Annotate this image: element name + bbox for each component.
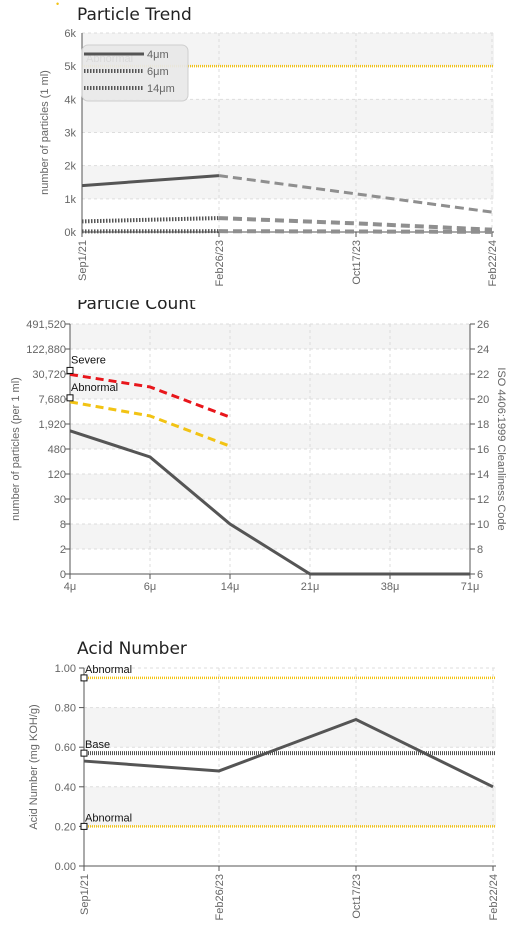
y-tick-label: 1k — [64, 194, 76, 206]
y-right-tick-label: 10 — [477, 519, 489, 531]
legend-label: 6μm — [147, 66, 169, 78]
grid-band — [84, 786, 496, 827]
y-right-tick-label: 22 — [477, 369, 489, 381]
legend-label: 4μm — [147, 49, 169, 61]
y-tick-label: 3k — [64, 128, 76, 140]
y-tick-label: 0k — [64, 227, 76, 239]
x-tick-label: Feb26/23 — [214, 874, 226, 920]
y-tick-label: 0.00 — [55, 861, 76, 873]
y-tick-label: 0.20 — [55, 821, 76, 833]
y-tick-label: 1,920 — [38, 419, 66, 431]
y-right-tick-label: 26 — [477, 319, 489, 331]
y-right-tick-label: 12 — [477, 494, 489, 506]
x-tick-label: Sep1/21 — [77, 240, 89, 281]
y-tick-label: 0.40 — [55, 782, 76, 794]
grid-band — [70, 524, 470, 549]
particle-count-chart: 0 6 2 8 8 10 30 12 120 14 480 16 1,920 18 7,680 20 30,72… — [10, 300, 506, 593]
annotation-label: Abnormal — [71, 382, 118, 394]
legend-label: 14μm — [147, 83, 175, 95]
annotation-label: Severe — [71, 354, 106, 366]
y-right-tick-label: 8 — [477, 544, 483, 556]
y-tick-label: 4k — [64, 94, 76, 106]
annotation-label: Base — [85, 739, 110, 751]
forecast-line-14um — [218, 229, 493, 234]
forecast-line-4um — [218, 174, 493, 214]
y-tick-label: 0 — [60, 569, 66, 581]
y-tick-label: 122,880 — [26, 344, 66, 356]
marker-dot: • — [56, 0, 59, 9]
x-tick-label: 14μ — [221, 581, 240, 593]
x-tick-label: Feb26/23 — [214, 240, 226, 286]
y-tick-label: 0.80 — [55, 703, 76, 715]
y-tick-label: 8 — [60, 519, 66, 531]
limit-marker — [80, 822, 88, 830]
series-line-abnormal — [69, 400, 231, 448]
grid-band — [70, 424, 470, 449]
y-right-tick-label: 18 — [477, 419, 489, 431]
chart-title: Particle Count — [77, 300, 196, 314]
series-line-sample — [69, 429, 470, 576]
limit-marker — [66, 366, 74, 374]
y-right-tick-label: 20 — [477, 394, 489, 406]
series-line-acid-number — [83, 717, 494, 789]
grid-band — [70, 374, 470, 399]
x-tick-label: 71μ — [461, 581, 480, 593]
y-tick-label: 491,520 — [26, 319, 66, 331]
chart-title: Acid Number — [77, 639, 187, 659]
y-tick-label: 5k — [64, 61, 76, 73]
x-tick-label: Oct17/23 — [351, 240, 363, 285]
y-tick-label: 7,680 — [38, 394, 66, 406]
y-tick-label: 1.00 — [55, 663, 76, 675]
y-tick-label: 2k — [64, 161, 76, 173]
series-line-4um — [81, 174, 220, 188]
y-right-tick-label: 14 — [477, 469, 489, 481]
forecast-line-6um — [218, 216, 493, 232]
x-tick-label: Feb22/24 — [487, 240, 499, 286]
y-tick-label: 30 — [54, 494, 66, 506]
annotation-label: Abnormal — [85, 664, 132, 676]
y-tick-label: 120 — [48, 469, 66, 481]
grid-band — [84, 707, 496, 748]
x-tick-label: Feb22/24 — [488, 874, 500, 920]
y-right-tick-label: 6 — [477, 569, 483, 581]
series-line-6um — [81, 216, 220, 224]
grid-band — [82, 165, 494, 199]
annotation-label: Abnormal — [85, 812, 132, 824]
particle-trend-chart: 0k 1k 2k 3k 4k 5k 6k Sep1/21 Feb26/23 Oct17/23 Feb… — [39, 0, 499, 286]
limit-marker — [66, 394, 74, 402]
y-right-tick-label: 24 — [477, 344, 489, 356]
y-axis-label: number of particles (per 1 ml) — [10, 377, 22, 521]
grid-band — [70, 474, 470, 499]
y-right-axis-label: ISO 4406:1999 Cleanliness Code — [495, 367, 506, 530]
y-tick-label: 0.60 — [55, 742, 76, 754]
grid-band — [70, 324, 470, 349]
y-right-tick-label: 16 — [477, 444, 489, 456]
x-tick-label: 38μ — [381, 581, 400, 593]
limit-marker — [80, 674, 88, 682]
x-tick-label: 6μ — [144, 581, 156, 593]
acid-number-chart: 0.00 0.20 0.40 0.60 0.80 1.00 Sep1/21 Feb26/23 O… — [28, 639, 500, 920]
limit-marker — [80, 749, 88, 757]
x-tick-label: 4μ — [64, 581, 76, 593]
chart-title: Particle Trend — [77, 5, 192, 25]
x-tick-label: 21μ — [301, 581, 320, 593]
y-tick-label: 6k — [64, 28, 76, 40]
series-line-severe — [69, 372, 231, 419]
y-tick-label: 2 — [60, 544, 66, 556]
y-axis-label: Acid Number (mg KOH/g) — [28, 704, 40, 829]
grid-band — [82, 99, 494, 133]
y-tick-label: 30,720 — [32, 369, 66, 381]
x-tick-label: Sep1/21 — [79, 874, 91, 915]
y-axis-label: number of particles (1 ml) — [39, 70, 51, 195]
x-tick-label: Oct17/23 — [351, 874, 363, 919]
y-tick-label: 480 — [48, 444, 66, 456]
